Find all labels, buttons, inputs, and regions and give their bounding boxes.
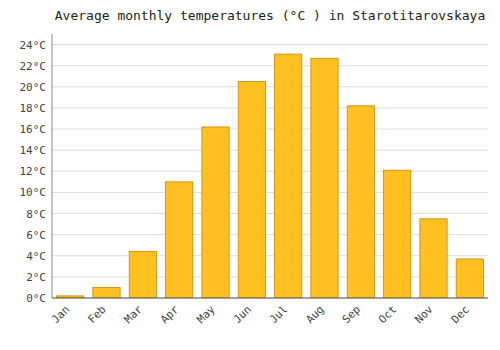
bar xyxy=(238,82,265,298)
x-tick-label: Jun xyxy=(231,303,254,326)
chart: Average monthly temperatures (°C ) in St… xyxy=(0,0,500,350)
grid-line xyxy=(52,65,488,66)
y-tick-label: 0°C xyxy=(26,292,46,305)
x-tick-label: Feb xyxy=(85,303,108,326)
x-tick-label: Jul xyxy=(267,303,290,326)
y-tick-label: 20°C xyxy=(20,81,47,94)
bar xyxy=(347,106,374,298)
grid-line xyxy=(52,150,488,151)
y-tick-label: 8°C xyxy=(26,208,46,221)
y-tick-label: 16°C xyxy=(20,123,47,136)
y-tick-label: 18°C xyxy=(20,102,47,115)
y-ticks: 0°C 2°C 4°C 6°C 8°C 10°C 12°C 14°C 16°C 18°C 20°C 2… xyxy=(20,39,47,305)
grid-line xyxy=(52,44,488,45)
x-tick-label: May xyxy=(194,303,218,327)
y-tick-label: 24°C xyxy=(20,39,47,52)
y-tick-label: 2°C xyxy=(26,271,46,284)
bar xyxy=(93,287,120,298)
y-tick-label: 10°C xyxy=(20,186,47,199)
grid-line xyxy=(52,107,488,108)
grid xyxy=(52,45,488,298)
bars xyxy=(57,54,484,298)
y-tick-label: 14°C xyxy=(20,144,47,157)
bar xyxy=(202,127,229,298)
y-tick-label: 22°C xyxy=(20,60,47,73)
bar xyxy=(420,219,447,298)
y-axis-line xyxy=(52,34,53,298)
bar xyxy=(456,259,483,298)
x-tick-label: Dec xyxy=(449,303,472,326)
y-tick-label: 6°C xyxy=(26,229,46,242)
y-tick-label: 12°C xyxy=(20,165,47,178)
x-tick-label: Apr xyxy=(158,303,182,327)
x-ticks: Jan Feb Mar Apr May Jun Jul Aug Sep Oct Nov Dec xyxy=(49,303,472,327)
x-axis-line xyxy=(52,298,488,299)
bar xyxy=(384,170,411,298)
grid-line xyxy=(52,298,488,299)
bar xyxy=(129,252,156,298)
x-tick-label: Sep xyxy=(340,303,363,326)
grid-line xyxy=(52,213,488,214)
x-tick-label: Oct xyxy=(376,303,399,326)
grid-line xyxy=(52,171,488,172)
grid-line xyxy=(52,192,488,193)
grid-line xyxy=(52,129,488,130)
bar xyxy=(311,58,338,298)
grid-line xyxy=(52,86,488,87)
x-tick-label: Jan xyxy=(49,303,72,326)
x-tick-label: Nov xyxy=(412,303,436,327)
title: Average monthly temperatures (°C ) in St… xyxy=(55,8,485,23)
bar xyxy=(166,182,193,298)
x-tick-label: Aug xyxy=(303,303,326,326)
y-tick-label: 4°C xyxy=(26,250,46,263)
bar xyxy=(275,54,302,298)
x-tick-label: Mar xyxy=(122,303,146,327)
